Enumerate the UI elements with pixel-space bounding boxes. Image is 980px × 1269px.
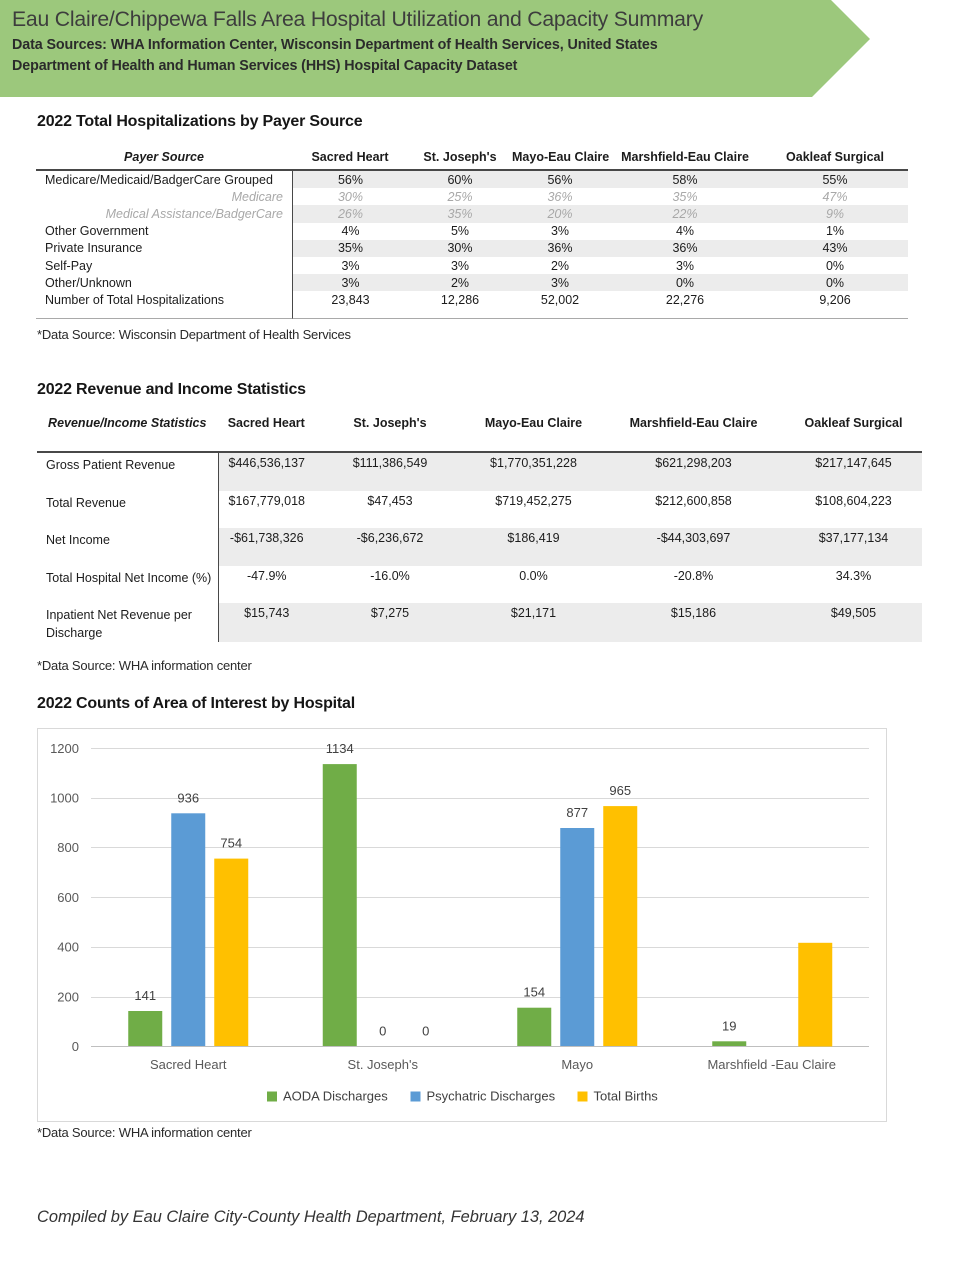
svg-text:800: 800 — [57, 840, 79, 855]
svg-text:Total Births: Total Births — [594, 1089, 659, 1104]
svg-text:200: 200 — [57, 989, 79, 1004]
svg-text:400: 400 — [57, 940, 79, 955]
svg-text:Sacred Heart: Sacred Heart — [150, 1057, 227, 1072]
svg-text:0: 0 — [72, 1039, 79, 1054]
svg-text:1200: 1200 — [50, 741, 79, 756]
svg-text:936: 936 — [177, 790, 199, 805]
svg-text:1134: 1134 — [326, 741, 354, 756]
svg-text:Marshfield -Eau Claire: Marshfield -Eau Claire — [707, 1057, 836, 1072]
svg-text:600: 600 — [57, 890, 79, 905]
svg-text:1000: 1000 — [50, 791, 79, 806]
svg-text:154: 154 — [523, 985, 545, 1000]
svg-text:965: 965 — [609, 783, 631, 798]
svg-text:Psychatric Discharges: Psychatric Discharges — [427, 1089, 556, 1104]
svg-text:St. Joseph's: St. Joseph's — [348, 1057, 419, 1072]
svg-text:141: 141 — [134, 988, 156, 1003]
svg-text:AODA Discharges: AODA Discharges — [283, 1089, 388, 1104]
svg-text:0: 0 — [422, 1024, 429, 1039]
svg-text:0: 0 — [379, 1024, 386, 1039]
svg-text:19: 19 — [722, 1018, 736, 1033]
svg-text:754: 754 — [220, 836, 242, 851]
svg-text:Mayo: Mayo — [561, 1057, 593, 1072]
svg-text:877: 877 — [566, 805, 588, 820]
